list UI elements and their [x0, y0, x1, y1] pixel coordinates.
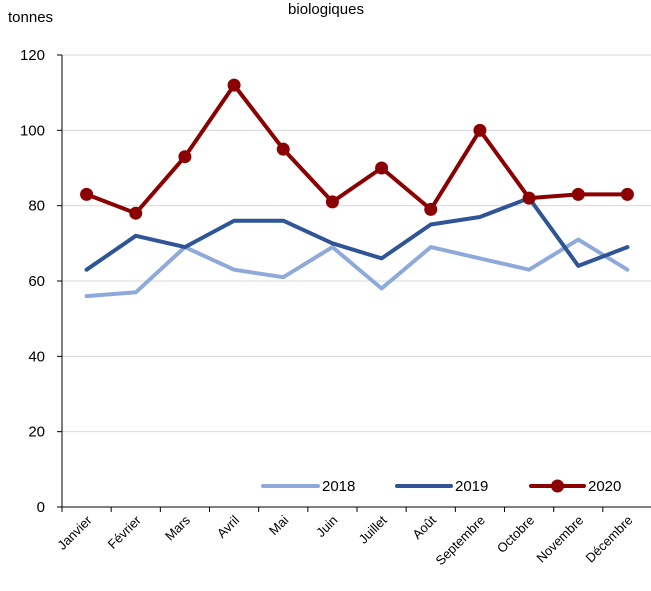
data-point-2020: [325, 195, 339, 209]
y-tick-label: 120: [20, 47, 45, 64]
x-tick-label: Octobre: [494, 513, 537, 556]
series-line-2018: [84, 237, 630, 299]
x-tick-label: Août: [409, 512, 439, 542]
y-tick-label: 80: [28, 198, 45, 215]
series-line-2019: [84, 196, 630, 272]
data-point-2020: [276, 142, 290, 156]
legend: 2018 2019 2020: [261, 478, 621, 495]
legend-label-2019: 2019: [455, 478, 488, 495]
y-tick-label: 40: [28, 348, 45, 365]
x-tick-label: Juillet: [356, 512, 390, 546]
y-tick-label: 20: [28, 424, 45, 441]
data-point-2020: [375, 161, 389, 175]
x-tick-label: Mars: [162, 512, 193, 543]
x-tick-label: Mai: [266, 512, 291, 537]
data-point-2020: [473, 123, 487, 137]
data-point-2020: [571, 187, 585, 201]
data-point-2020: [80, 187, 94, 201]
x-tick-label: Décembre: [583, 513, 636, 566]
x-tick-label: Février: [105, 512, 145, 552]
data-point-2020: [178, 150, 192, 164]
data-point-2020: [522, 191, 536, 205]
x-tick-label: Juin: [313, 513, 340, 540]
gridlines: [62, 54, 651, 433]
data-point-2020: [424, 202, 438, 216]
y-axis-unit-label: tonnes: [8, 9, 53, 26]
data-point-2020: [129, 206, 143, 220]
legend-marker-2020: [551, 479, 564, 493]
x-tick-label: Janvier: [54, 512, 95, 553]
data-point-2020: [227, 78, 241, 92]
legend-label-2020: 2020: [588, 478, 621, 495]
data-point-2020: [620, 187, 634, 201]
y-tick-label: 60: [28, 273, 45, 290]
y-tick-label: 100: [20, 122, 45, 139]
x-tick-label: Septembre: [432, 513, 488, 569]
y-tick-label: 0: [37, 499, 45, 516]
legend-label-2018: 2018: [322, 478, 355, 495]
series-line-2020: [84, 83, 630, 216]
x-tick-label: Avril: [214, 512, 242, 540]
chart-title: biologiques: [288, 1, 364, 18]
series-group: [80, 78, 634, 299]
x-tick-label: Novembre: [533, 513, 586, 566]
